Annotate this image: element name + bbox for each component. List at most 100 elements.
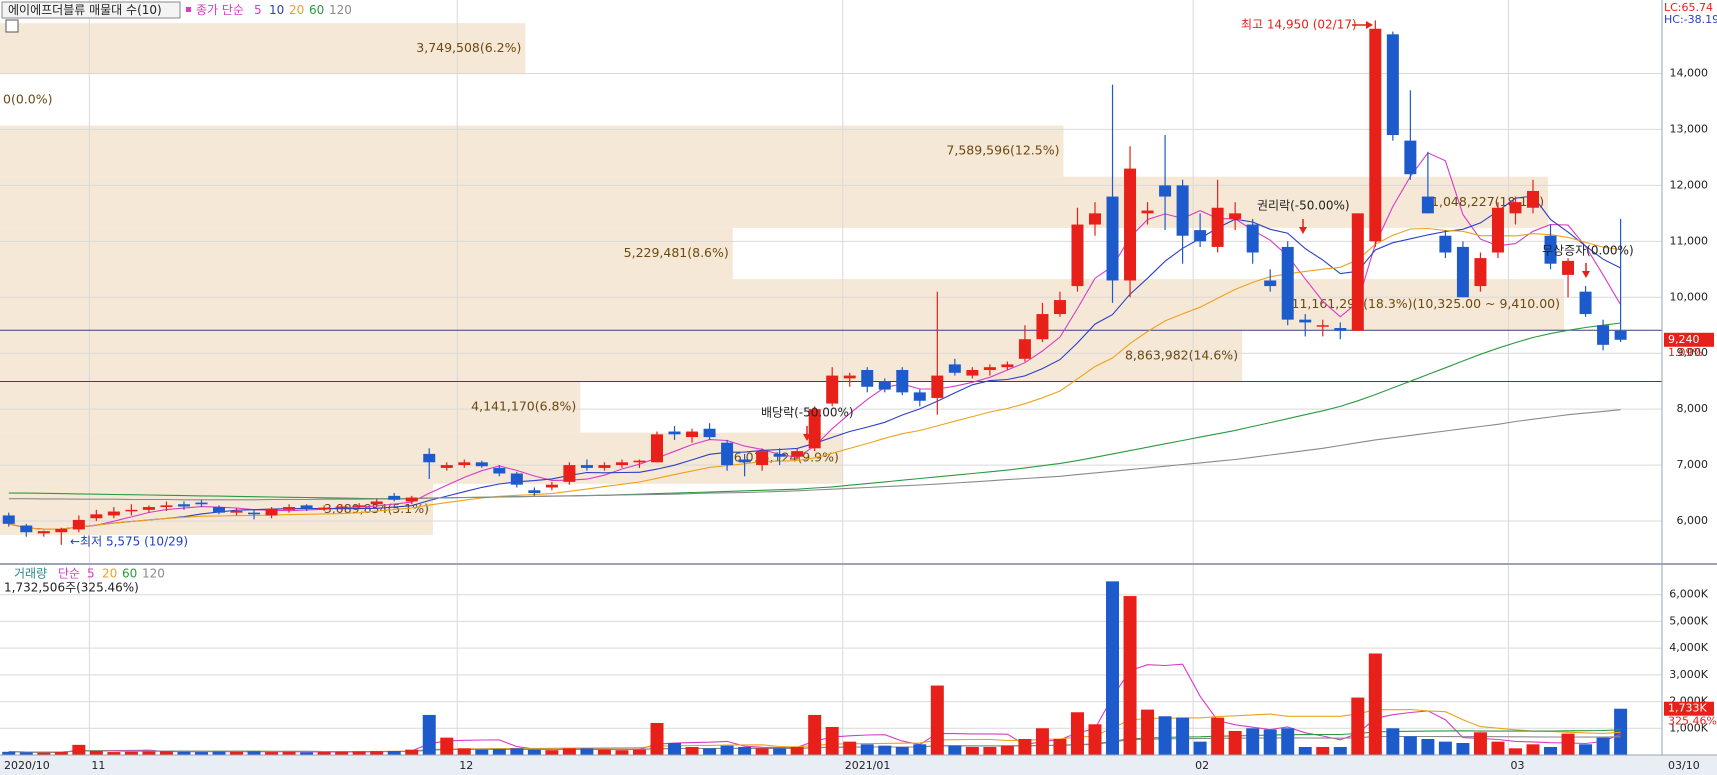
candle-body [615,462,628,466]
volume-bar [177,751,191,755]
candle-body [1194,230,1207,242]
grid-icon [5,19,19,33]
candle-body [72,519,85,530]
volume-bar [212,751,226,755]
candle-body [318,507,331,510]
grid: 3,089,854(5.1%)6,015,124(9.9%)4,141,170(… [0,0,1662,755]
y-tick-label: 8,000 [1677,402,1709,415]
candle-body [686,431,699,438]
candle-body [1334,328,1347,331]
volume-bar [580,748,594,755]
candle-body [878,381,891,390]
volume-bar [1000,745,1014,755]
candle-body [1491,207,1504,253]
candle-body [423,453,436,463]
legend-entry: 5 [254,3,262,17]
candle-body [1281,246,1294,320]
volume-bar [1421,738,1435,755]
volume-bar [1070,712,1084,755]
candle-body [1369,28,1382,242]
volume-bar [1141,709,1155,755]
profile-label: 8,863,982(14.6%) [1125,347,1238,362]
candle-body [2,515,15,524]
volume-bar [1386,728,1400,755]
candle-body [1176,185,1189,236]
volume-bar [1316,746,1330,755]
y-tick-label: 13,000 [1670,122,1709,135]
volume-bar [1508,748,1522,755]
volume-bar [510,748,524,755]
candle-body [598,465,611,468]
volume-tag-bg [1664,701,1714,716]
x-tick-label: 2021/01 [845,759,891,772]
volume-bar [194,752,208,755]
event-arrow-head [1299,227,1307,234]
volume-bar [317,752,331,755]
y-tick-label: 6,000K [1669,588,1708,601]
candle-body [1404,140,1417,175]
volume-bar [615,750,629,755]
y-tick-label: 12,000 [1670,178,1709,191]
candle-body [458,462,471,466]
candle-body [1386,34,1399,136]
candle-body [1036,314,1049,340]
volume-bar [895,746,909,755]
volume-title: 거래량 [14,567,47,581]
candle-body [388,495,401,500]
candle-body [177,504,190,507]
volume-profile [0,23,1564,536]
profile-band [0,330,1243,382]
legend-entry: 60 [309,3,324,17]
candle-body [703,428,716,438]
volume-bar [1579,744,1593,755]
candle-body [1562,260,1575,275]
event-arrow-head [803,434,811,441]
candle-body [580,465,593,468]
annotation: 배당락(-50.00%) [761,406,854,420]
profile-label: 11,048,227(18.1%) [1423,194,1544,209]
volume-bar [632,749,646,755]
candle-body [510,473,523,485]
volume-bar [738,746,752,755]
candle-body [213,507,225,513]
volume-subtitle: 1,732,506주(325.46%) [4,581,139,595]
candle-body [1351,213,1364,331]
candle-body [440,465,453,468]
volume-bar [562,748,576,755]
annotation: ←최저 5,575 (10/29) [70,535,188,549]
annotation: 무상증자(0.00%) [1542,244,1634,258]
candle-body [230,510,243,513]
volume-bar [650,722,664,755]
candle-body [195,502,208,505]
volume-bar [457,748,471,755]
candle-body [1264,280,1277,287]
annotation: 최고 14,950 (02/17) [1241,18,1357,32]
candle-body [1124,168,1137,281]
x-tick-label: 11 [91,759,105,772]
candle-body [142,507,155,510]
volume-bar [492,749,506,755]
volume-bar [387,750,401,755]
volume-bar [37,752,51,755]
candle-body [1614,330,1627,340]
volume-bar [825,726,839,755]
candle-body [1421,196,1434,214]
volume-bar [930,685,944,755]
profile-band [0,125,1064,177]
y-tick-label: 4,000K [1669,641,1708,654]
candle-body [1474,258,1487,287]
candle-body [913,392,926,401]
candle-body [1211,207,1224,247]
candle-body [896,369,909,393]
volume-bar [335,751,349,755]
volume-bar [1246,728,1260,755]
x-tick-label: 12 [459,759,473,772]
plot [2,20,1628,755]
annotation: 권리락(-50.00%) [1257,199,1350,213]
ma-label: 종가 단순 [196,3,244,17]
candle-body [1246,224,1259,253]
legend-marker [186,7,191,12]
candle-body [493,467,506,474]
volume-bar [1614,708,1628,755]
volume-bar [107,752,121,755]
